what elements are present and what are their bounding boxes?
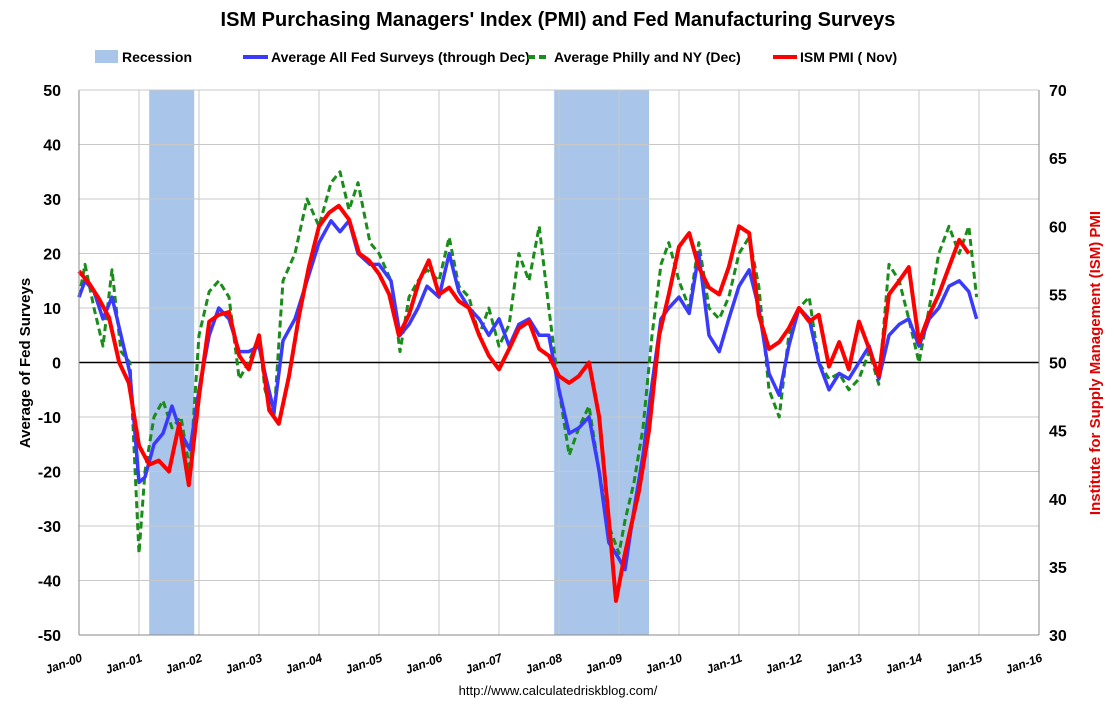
legend-label-fed-surveys-line: Average All Fed Surveys (through Dec) bbox=[271, 49, 530, 65]
y2-tick-label: 30 bbox=[1049, 628, 1067, 645]
y2-tick-label: 40 bbox=[1049, 492, 1067, 509]
y-tick-label: -50 bbox=[38, 628, 61, 645]
x-tick-label: Jan-15 bbox=[944, 651, 985, 677]
x-tick-label: Jan-11 bbox=[704, 651, 744, 677]
y-tick-label: -30 bbox=[38, 519, 61, 536]
chart-title: ISM Purchasing Managers' Index (PMI) and… bbox=[221, 9, 896, 31]
y2-tick-label: 60 bbox=[1049, 219, 1067, 236]
x-tick-label: Jan-07 bbox=[464, 650, 506, 677]
legend-label-ism-pmi-line: ISM PMI ( Nov) bbox=[800, 49, 897, 65]
x-tick-label: Jan-02 bbox=[164, 651, 205, 677]
x-tick-label: Jan-01 bbox=[104, 651, 145, 677]
source-url: http://www.calculatedriskblog.com/ bbox=[459, 683, 658, 698]
y-axis-label: Average of Fed Surveys bbox=[17, 278, 34, 448]
y2-tick-label: 35 bbox=[1049, 560, 1067, 577]
x-tick-label: Jan-09 bbox=[584, 651, 625, 677]
y2-tick-label: 50 bbox=[1049, 356, 1067, 373]
y-tick-label: -10 bbox=[38, 410, 61, 427]
x-tick-label: Jan-03 bbox=[224, 651, 265, 677]
y-tick-label: 50 bbox=[43, 83, 61, 100]
fed-surveys-line bbox=[77, 219, 979, 572]
y-tick-label: -20 bbox=[38, 465, 61, 482]
legend: Recession Average All Fed Surveys (throug… bbox=[95, 49, 897, 65]
legend-label-recession: Recession bbox=[122, 49, 192, 65]
y-tick-label: 10 bbox=[43, 301, 61, 318]
x-tick-label: Jan-10 bbox=[644, 651, 685, 677]
y-tick-label: -40 bbox=[38, 574, 61, 591]
x-tick-label: Jan-08 bbox=[524, 651, 565, 677]
x-tick-label: Jan-00 bbox=[44, 651, 85, 677]
x-tick-label: Jan-05 bbox=[344, 651, 385, 677]
x-tick-label: Jan-12 bbox=[764, 651, 805, 677]
legend-label-philly-ny-line: Average Philly and NY (Dec) bbox=[554, 49, 741, 65]
x-tick-label: Jan-13 bbox=[824, 651, 865, 677]
ism-pmi-line bbox=[77, 203, 971, 603]
legend-swatch-recession bbox=[95, 50, 118, 63]
y2-tick-label: 45 bbox=[1049, 424, 1067, 441]
y-tick-label: 20 bbox=[43, 247, 61, 264]
y-tick-label: 30 bbox=[43, 192, 61, 209]
x-tick-label: Jan-04 bbox=[284, 651, 325, 677]
x-tick-label: Jan-16 bbox=[1004, 651, 1045, 677]
x-tick-label: Jan-06 bbox=[404, 651, 445, 677]
y2-tick-label: 55 bbox=[1049, 287, 1067, 304]
y-tick-label: 0 bbox=[52, 356, 61, 373]
y2-tick-label: 70 bbox=[1049, 83, 1067, 100]
y2-tick-label: 65 bbox=[1049, 151, 1067, 168]
philly-ny-line bbox=[77, 170, 979, 555]
y-tick-label: 40 bbox=[43, 138, 61, 155]
y2-axis-label: Institute for Supply Management (ISM) PM… bbox=[1087, 211, 1104, 515]
x-tick-label: Jan-14 bbox=[884, 651, 925, 677]
